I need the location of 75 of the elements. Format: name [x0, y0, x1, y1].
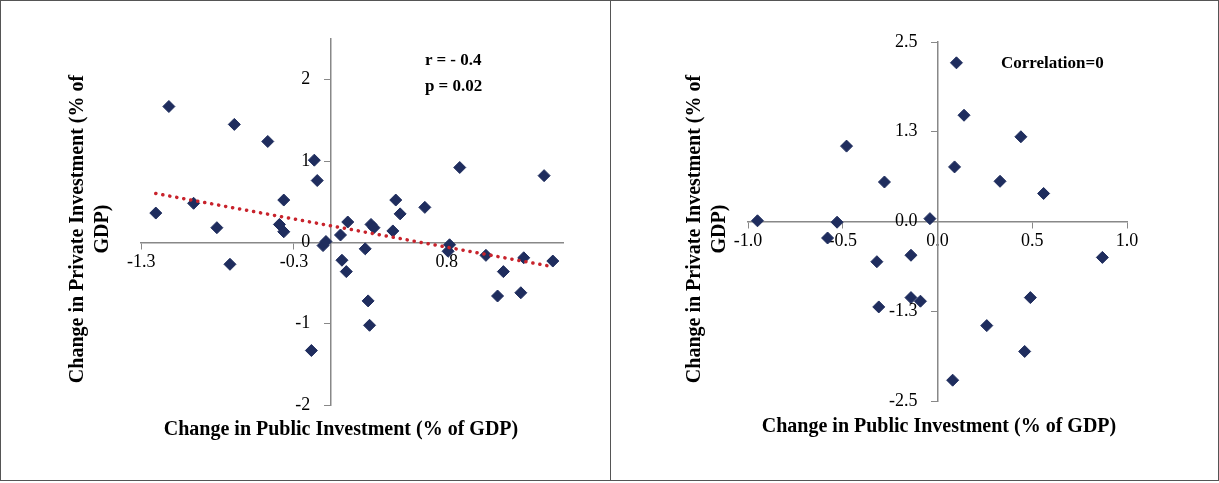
point	[333, 228, 347, 242]
point	[335, 253, 349, 267]
point	[491, 289, 505, 303]
x-tick-label: -1.0	[733, 230, 763, 251]
point	[904, 248, 918, 262]
y-axis-title: Change in Private Investment (% of GDP)	[64, 73, 114, 386]
point	[1095, 250, 1109, 264]
point	[162, 100, 176, 114]
x-tick-label: 0.5	[1021, 230, 1044, 251]
point	[1023, 291, 1037, 305]
point	[341, 215, 355, 229]
x-tick-label: -0.3	[279, 250, 309, 271]
point	[1014, 130, 1028, 144]
y-tick-label: -1	[295, 312, 311, 333]
point	[949, 56, 963, 70]
point	[496, 265, 510, 279]
point	[946, 373, 960, 387]
x-axis-title: Change in Public Investment (% of GDP)	[760, 413, 1118, 438]
point	[358, 242, 372, 256]
point	[517, 251, 531, 265]
point	[980, 319, 994, 333]
point	[948, 160, 962, 174]
y-tick-label: 0	[301, 231, 311, 252]
x-tick-label: 0.0	[926, 230, 949, 251]
point	[537, 169, 551, 183]
point	[389, 193, 403, 207]
annotation: r = - 0.4	[424, 50, 482, 70]
annotation: p = 0.02	[424, 76, 483, 96]
y-tick-label: 2.5	[895, 30, 918, 51]
point	[750, 214, 764, 228]
y-tick-label: -2.5	[889, 389, 918, 410]
y-tick-label: 1	[301, 149, 311, 170]
point	[877, 175, 891, 189]
x-tick-label: 0.8	[435, 250, 458, 271]
y-tick-label: 1.3	[895, 120, 918, 141]
point	[277, 193, 291, 207]
x-axis-title: Change in Public Investment (% of GDP)	[162, 416, 520, 441]
point	[923, 212, 937, 226]
x-tick-label: 1.0	[1115, 230, 1139, 251]
point	[304, 344, 318, 358]
point	[872, 300, 886, 314]
x-tick-label: -0.5	[828, 230, 857, 251]
point	[1037, 187, 1051, 200]
point	[840, 139, 854, 153]
point	[1018, 344, 1032, 358]
point	[339, 265, 353, 279]
point	[223, 257, 237, 271]
point	[957, 108, 971, 122]
point	[361, 294, 375, 308]
point	[367, 221, 381, 235]
point	[830, 215, 844, 229]
point	[277, 225, 291, 239]
y-tick-label: 2	[301, 68, 311, 89]
y-axis-title: Change in Private Investment (% of GDP)	[681, 73, 731, 386]
point	[363, 318, 377, 332]
annotation: Correlation=0	[1000, 53, 1104, 73]
point	[870, 255, 884, 269]
point	[319, 235, 333, 249]
point	[393, 207, 407, 221]
point	[386, 224, 400, 238]
point	[272, 217, 286, 231]
y-tick-label: -2	[295, 393, 311, 414]
point	[210, 221, 224, 235]
point	[418, 200, 432, 214]
x-tick-label: -1.3	[127, 250, 156, 271]
point	[993, 174, 1007, 188]
point	[514, 286, 528, 300]
point	[310, 174, 324, 188]
point	[546, 254, 560, 268]
point	[227, 117, 241, 131]
y-tick-label: -1.3	[889, 299, 918, 320]
point	[149, 206, 163, 220]
y-tick-label: 0.0	[895, 210, 918, 231]
point	[453, 161, 467, 175]
point	[261, 134, 275, 148]
